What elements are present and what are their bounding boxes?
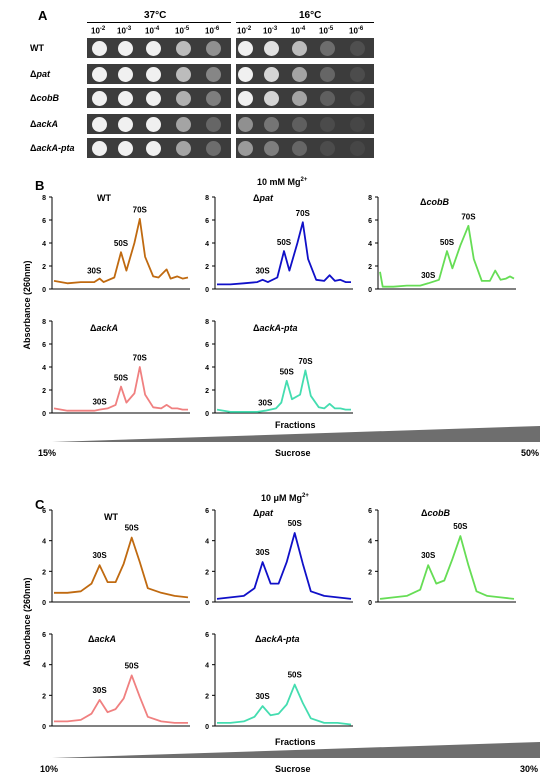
y-tick-label: 0: [368, 600, 372, 607]
y-tick-label: 2: [205, 569, 209, 576]
y-tick-label: 2: [205, 693, 209, 700]
absorbance-trace: [217, 533, 351, 599]
y-axis-label: Absorbance (260nm): [22, 577, 32, 666]
y-tick-label: 6: [205, 632, 209, 639]
y-tick-label: 2: [368, 569, 372, 576]
profile-title: ΔackA: [88, 634, 116, 644]
peak-label: 50S: [453, 522, 468, 531]
profile-title: ΔcobB: [421, 508, 450, 518]
y-tick-label: 0: [42, 724, 46, 731]
y-tick-label: 2: [42, 569, 46, 576]
absorbance-trace: [54, 675, 188, 723]
y-tick-label: 6: [368, 508, 372, 515]
y-tick-label: 2: [42, 693, 46, 700]
y-tick-label: 6: [42, 508, 46, 515]
peak-label: 50S: [125, 661, 140, 670]
y-tick-label: 4: [205, 663, 209, 670]
y-tick-label: 0: [205, 724, 209, 731]
panel-c-xlabel: Fractions: [275, 737, 316, 747]
peak-label: 50S: [125, 524, 140, 533]
profile-title: Δpat: [253, 508, 274, 518]
y-tick-label: 0: [205, 600, 209, 607]
absorbance-trace: [217, 685, 351, 725]
peak-label: 30S: [255, 692, 270, 701]
y-tick-label: 4: [42, 539, 46, 546]
peak-label: 50S: [288, 519, 303, 528]
peak-label: 30S: [421, 551, 436, 560]
profile-title: WT: [104, 512, 118, 522]
y-tick-label: 6: [205, 508, 209, 515]
panel-c-gradient-min: 10%: [40, 764, 58, 774]
absorbance-trace: [380, 536, 514, 599]
y-tick-label: 0: [42, 600, 46, 607]
profile-title: ΔackA-pta: [255, 634, 299, 644]
peak-label: 30S: [92, 686, 107, 695]
y-tick-label: 4: [42, 663, 46, 670]
peak-label: 30S: [92, 551, 107, 560]
panel-c-gradient-label: Sucrose: [275, 764, 311, 774]
y-tick-label: 4: [368, 539, 372, 546]
peak-label: 30S: [255, 548, 270, 557]
panel-c-gradient-max: 30%: [520, 764, 538, 774]
peak-label: 50S: [288, 671, 303, 680]
absorbance-trace: [54, 538, 188, 598]
y-tick-label: 6: [42, 632, 46, 639]
y-tick-label: 4: [205, 539, 209, 546]
